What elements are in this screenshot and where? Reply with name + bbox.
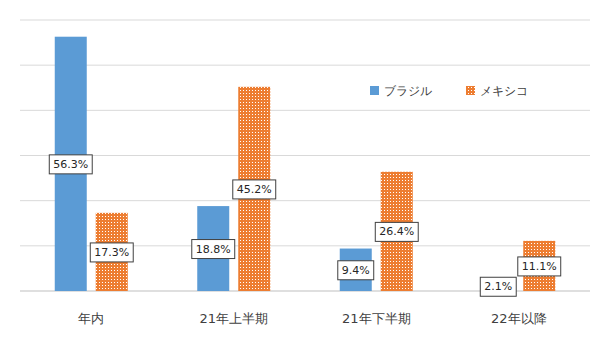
data-label: 2.1%	[484, 280, 512, 293]
data-label: 18.8%	[196, 243, 231, 256]
data-label-box	[518, 257, 561, 276]
data-label: 56.3%	[53, 158, 88, 171]
grid-line	[20, 65, 590, 66]
data-label: 45.2%	[237, 183, 272, 196]
data-label: 26.4%	[379, 225, 414, 238]
data-label-group: 26.4%	[375, 222, 418, 241]
legend-swatch	[466, 86, 475, 95]
bar	[340, 249, 372, 291]
data-label-box	[480, 277, 516, 296]
grid	[20, 20, 590, 291]
data-label-group: 45.2%	[233, 180, 276, 199]
grid-line	[20, 20, 590, 21]
grid-line	[20, 155, 590, 156]
x-tick-label: 21年上半期	[199, 311, 268, 326]
x-tick-label: 年内	[78, 311, 104, 326]
data-label-group: 9.4%	[338, 261, 374, 280]
data-label-box	[338, 261, 374, 280]
x-tick-label: 21年下半期	[342, 311, 411, 326]
data-label-box	[192, 240, 235, 259]
data-labels: 56.3% 18.8% 9.4% 2.1% 17.3% 45.2% 26.4% 11.1%	[49, 155, 560, 296]
legend-label: ブラジル	[384, 84, 432, 98]
legend: ブラジル メキシコ	[370, 84, 528, 98]
data-label-box	[49, 155, 92, 174]
x-tick-label: 22年以降	[491, 311, 547, 326]
data-label: 11.1%	[522, 260, 557, 273]
legend-label: メキシコ	[480, 84, 528, 98]
data-label: 9.4%	[342, 264, 370, 277]
data-label-box	[375, 222, 418, 241]
data-label-group: 18.8%	[192, 240, 235, 259]
grid-line	[20, 200, 590, 201]
bars	[55, 37, 556, 291]
grid-line	[20, 110, 590, 111]
data-label-group: 11.1%	[518, 257, 561, 276]
legend-swatch	[370, 86, 379, 95]
data-label: 17.3%	[94, 246, 129, 259]
data-label-group: 2.1%	[480, 277, 516, 296]
x-axis: 年内 21年上半期 21年下半期 22年以降	[78, 311, 546, 326]
data-label-box	[233, 180, 276, 199]
data-label-group: 56.3%	[49, 155, 92, 174]
data-label-group: 17.3%	[90, 243, 133, 262]
data-label-box	[90, 243, 133, 262]
chart: 56.3% 18.8% 9.4% 2.1% 17.3% 45.2% 26.4% 11.1% 年内…	[0, 0, 605, 344]
